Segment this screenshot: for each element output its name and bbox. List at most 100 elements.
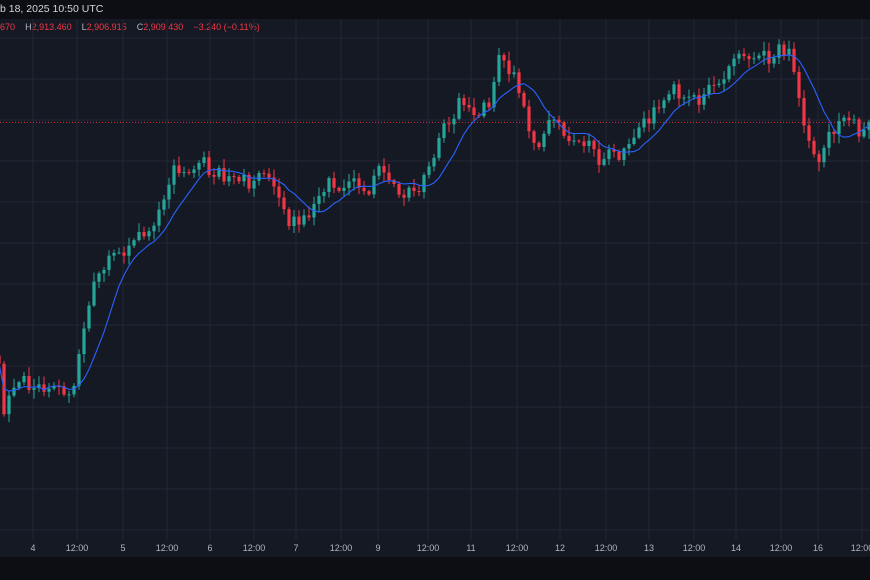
candle — [7, 390, 11, 423]
candle-body — [77, 354, 81, 386]
candle-body — [197, 162, 201, 170]
candle — [597, 140, 601, 173]
candle — [187, 168, 191, 176]
candle-body — [282, 197, 286, 210]
x-tick-label: 12:00 — [330, 543, 353, 553]
candle — [802, 90, 806, 134]
candle-body — [397, 183, 401, 195]
candle — [792, 42, 796, 75]
candle — [832, 128, 836, 144]
ohlc-low-label: L — [81, 22, 87, 32]
candle-body — [607, 149, 611, 160]
candle-body — [487, 102, 491, 108]
candle-body — [147, 231, 151, 237]
candle — [787, 40, 791, 61]
candle-body — [662, 100, 666, 108]
candle — [397, 181, 401, 198]
candle-body — [107, 255, 111, 270]
candle — [677, 79, 681, 108]
candle-body — [552, 119, 556, 121]
candle-body — [502, 55, 506, 61]
candle-body — [362, 187, 366, 192]
candle-body — [32, 388, 36, 390]
candle — [462, 94, 466, 112]
candle — [337, 186, 341, 193]
candle — [207, 150, 211, 178]
candle — [467, 97, 471, 112]
candle-body — [582, 141, 586, 146]
candle — [627, 138, 631, 156]
candle-body — [337, 187, 341, 191]
candle-body — [392, 180, 396, 184]
x-tick-label: 12:00 — [595, 543, 618, 553]
candle-body — [322, 192, 326, 196]
candle — [262, 169, 266, 178]
candle — [307, 206, 311, 221]
candle-body — [627, 143, 631, 149]
candle-body — [832, 131, 836, 135]
candle — [522, 90, 526, 109]
candle-body — [122, 252, 126, 256]
candle-body — [17, 382, 21, 388]
candle-body — [232, 176, 236, 178]
ohlc-change: −3.240 (−0.11%) — [193, 22, 260, 32]
candle — [817, 150, 821, 172]
candle-body — [577, 140, 581, 142]
candle — [197, 160, 201, 177]
candle-body — [722, 79, 726, 84]
candle — [277, 178, 281, 207]
candle — [572, 134, 576, 146]
candle — [97, 271, 101, 289]
candle — [42, 376, 46, 397]
candle-body — [522, 92, 526, 107]
candle — [752, 51, 756, 65]
candle-body — [652, 107, 656, 124]
candle — [547, 110, 551, 137]
candle-body — [547, 119, 551, 134]
candle — [22, 371, 26, 386]
bottom-toolbar — [0, 557, 870, 580]
candle — [507, 51, 511, 83]
candle-body — [302, 215, 306, 225]
candle — [232, 172, 236, 185]
candle-body — [827, 131, 831, 148]
candle-body — [512, 72, 516, 75]
candle — [177, 156, 181, 177]
candle — [672, 81, 676, 100]
candle — [0, 355, 1, 364]
candle — [542, 130, 546, 152]
candle — [152, 222, 156, 240]
candle — [162, 194, 166, 216]
candle-body — [137, 232, 141, 241]
candle-body — [212, 174, 216, 177]
candle-body — [227, 176, 231, 182]
candle-body — [507, 60, 511, 75]
candle-body — [787, 48, 791, 56]
candle-body — [127, 245, 131, 256]
candle — [392, 178, 396, 188]
candle-body — [817, 154, 821, 163]
candle — [62, 382, 66, 397]
candle-body — [62, 386, 66, 395]
candle-body — [772, 57, 776, 64]
candle-body — [217, 168, 221, 177]
candle — [132, 238, 136, 248]
candle — [402, 189, 406, 206]
candle-body — [537, 142, 541, 148]
candle-body — [22, 375, 26, 383]
candle-body — [592, 140, 596, 150]
candle-body — [482, 102, 486, 117]
candle — [112, 249, 116, 261]
candle-body — [417, 191, 421, 193]
candle — [117, 247, 121, 255]
x-tick-label: 4 — [30, 543, 35, 553]
candle — [352, 169, 356, 191]
x-tick-label: 14 — [731, 543, 741, 553]
candle-body — [192, 169, 196, 173]
candle-body — [667, 94, 671, 101]
candle — [27, 367, 31, 394]
candle — [497, 47, 501, 87]
candle-body — [707, 84, 711, 95]
candle — [647, 110, 651, 132]
